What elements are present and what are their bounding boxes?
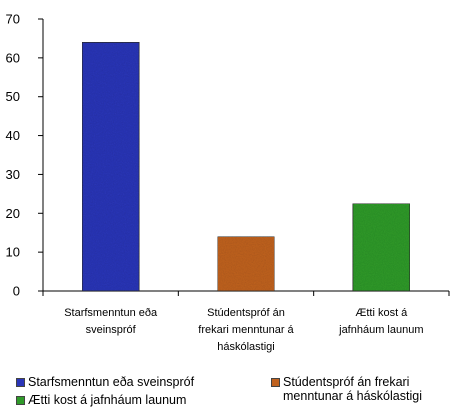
y-tick-label: 60 [6,50,20,65]
legend-item: Stúdentspróf án frekari menntunar á hásk… [271,375,422,403]
category-labels: Starfsmenntun eða sveinspróf Stúdentspróf … [64,307,423,353]
x-category-label: Starfsmenntun eða [64,307,158,319]
y-tick-label: 10 [6,245,20,260]
legend-swatch [16,396,25,405]
y-tick-label: 30 [6,167,20,182]
legend-item: Starfsmenntun eða sveinspróf [16,375,194,389]
legend-label: Starfsmenntun eða sveinspróf [28,375,195,389]
bar-3 [352,203,411,292]
y-tick-label: 20 [6,206,20,221]
x-axis [42,290,450,296]
bar-chart: 0 10 20 30 40 50 60 70 Starfsmenntun eða sveinsp… [6,12,450,353]
legend-swatch [271,378,280,387]
x-category-label: jafnháum launum [338,324,423,336]
y-axis: 0 10 20 30 40 50 60 70 [6,12,44,299]
bar-1 [81,41,140,292]
x-category-label: sveinspróf [86,324,137,336]
x-category-label: háskólastigi [217,341,274,353]
bars [81,41,411,292]
x-category-label: frekari menntunar á [198,324,294,336]
y-tick-label: 40 [6,128,20,143]
x-category-label: Ætti kost á [355,307,408,319]
x-category-label: Stúdentspróf án [207,307,285,319]
y-tick-label: 70 [6,12,20,27]
legend: Starfsmenntun eða sveinspróf Stúdentspróf… [0,366,459,410]
legend-label: Stúdentspróf án frekari menntunar á hásk… [283,375,422,403]
legend-swatch [16,378,25,387]
legend-item: Ætti kost á jafnháum launum [16,393,186,407]
y-tick-label: 50 [6,89,20,104]
bar-2 [217,236,275,292]
legend-label: Ætti kost á jafnháum launum [28,393,187,407]
y-tick-label: 0 [13,284,20,299]
